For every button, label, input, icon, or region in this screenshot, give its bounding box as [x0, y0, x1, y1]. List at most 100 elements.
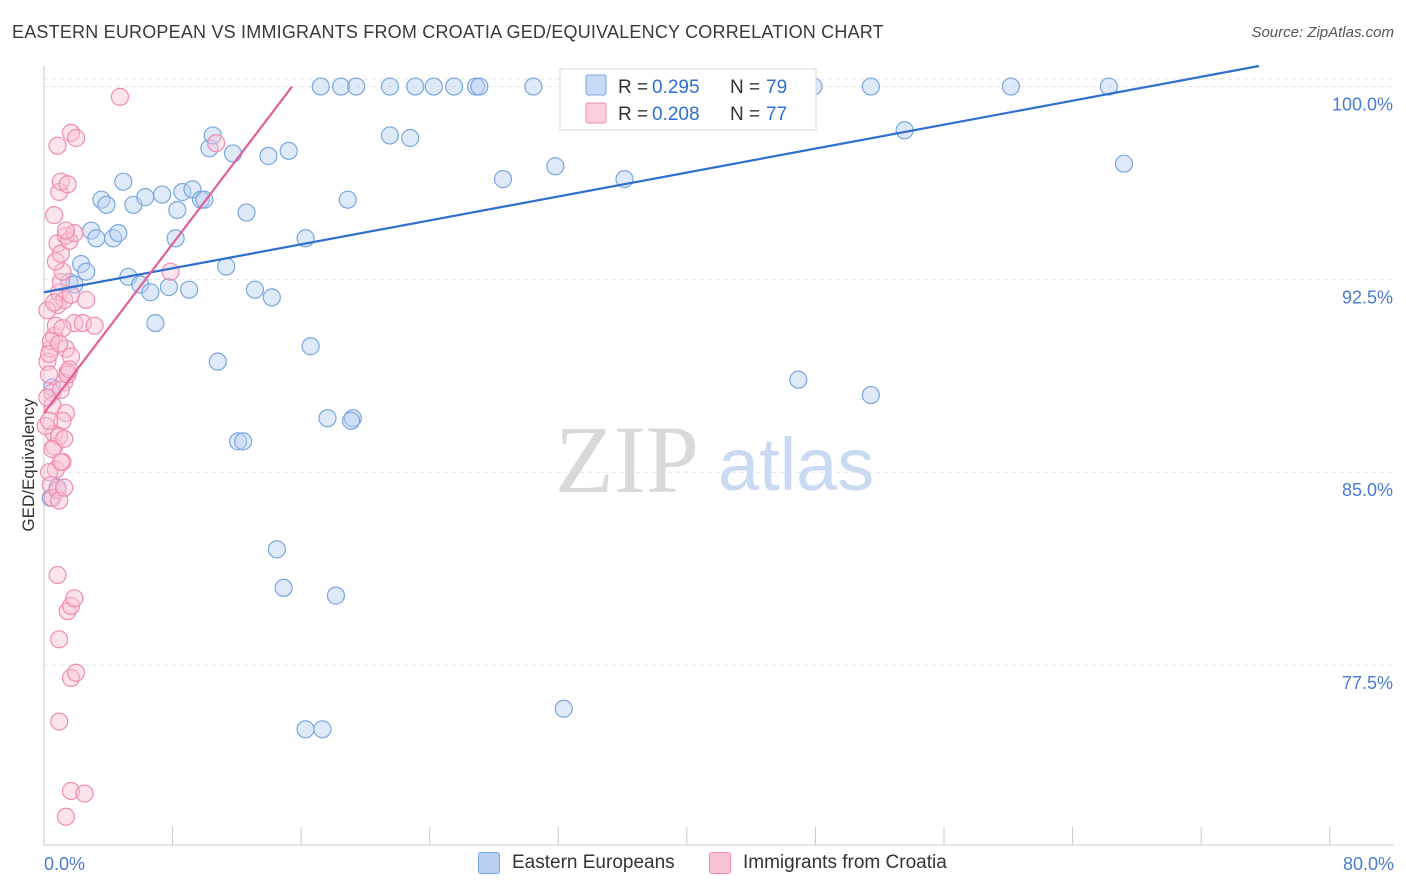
data-point-croatia — [56, 807, 76, 826]
data-point-eastern — [109, 224, 128, 243]
data-point-croatia — [60, 360, 79, 379]
x-tick-label-max: 80.0% — [1343, 854, 1394, 874]
source-label: Source: ZipAtlas.com — [1251, 24, 1394, 41]
chart-title: EASTERN EUROPEAN VS IMMIGRANTS FROM CROA… — [12, 22, 884, 42]
data-point-croatia — [61, 123, 81, 142]
data-point-eastern — [259, 146, 278, 166]
data-point-croatia — [53, 411, 72, 430]
data-point-eastern — [342, 411, 361, 430]
data-point-croatia — [85, 316, 104, 335]
trend-line-croatia — [43, 85, 293, 414]
stats-legend: R = 0.295 N = 79 R = 0.208 N = 77 — [559, 68, 817, 131]
y-axis-label: GED/Equivalency — [19, 398, 38, 532]
data-point-eastern — [861, 385, 880, 405]
legend-r-label: R = — [618, 104, 648, 125]
data-point-eastern — [159, 278, 178, 297]
data-point-croatia — [61, 781, 81, 801]
data-point-eastern — [274, 578, 293, 598]
data-point-eastern — [380, 77, 400, 96]
data-point-croatia — [77, 290, 96, 310]
data-point-eastern — [168, 200, 187, 220]
legend-item-eastern: Eastern Europeans — [478, 852, 675, 874]
data-point-croatia — [43, 439, 62, 459]
data-point-eastern — [401, 128, 420, 148]
y-tick-label: 85.0% — [1342, 480, 1393, 500]
data-point-croatia — [66, 663, 86, 682]
legend-item-croatia: Immigrants from Croatia — [709, 852, 947, 874]
watermark-atlas: atlas — [718, 423, 874, 506]
trend-lines — [43, 64, 1260, 414]
data-point-croatia — [39, 365, 59, 384]
x-tick-label-min: 0.0% — [44, 854, 85, 874]
data-point-croatia — [66, 128, 86, 148]
legend-swatch-croatia — [709, 852, 731, 874]
data-point-eastern — [331, 77, 351, 96]
data-point-eastern — [444, 77, 464, 96]
data-point-croatia — [53, 319, 72, 338]
data-point-eastern — [554, 699, 573, 718]
data-point-eastern — [301, 337, 320, 356]
data-point-croatia — [51, 452, 70, 472]
data-point-eastern — [208, 352, 227, 371]
data-point-eastern — [136, 188, 155, 207]
data-point-croatia — [61, 668, 81, 687]
data-point-croatia — [45, 293, 64, 312]
data-point-croatia — [50, 630, 69, 649]
trend-line-eastern — [43, 64, 1260, 294]
data-point-eastern — [326, 586, 346, 605]
data-point-eastern — [318, 409, 337, 428]
data-point-croatia — [73, 313, 92, 333]
data-point-eastern — [313, 720, 332, 739]
data-point-eastern — [234, 432, 253, 451]
data-point-croatia — [50, 712, 69, 731]
data-point-eastern — [92, 190, 111, 209]
data-point-croatia — [55, 478, 74, 497]
data-point-eastern — [87, 229, 106, 248]
legend-n-label: N = — [730, 104, 760, 125]
data-point-croatia — [48, 136, 67, 155]
data-point-eastern — [153, 185, 172, 204]
data-point-eastern — [228, 432, 248, 451]
data-point-eastern — [237, 203, 256, 222]
data-point-eastern — [104, 229, 123, 248]
data-point-croatia — [75, 784, 94, 803]
data-point-eastern — [347, 77, 366, 96]
legend-label-croatia: Immigrants from Croatia — [743, 852, 947, 873]
data-point-eastern — [262, 288, 281, 307]
data-point-croatia — [38, 388, 57, 407]
data-point-eastern — [406, 77, 425, 96]
data-points — [36, 77, 1134, 826]
data-point-croatia — [65, 589, 84, 608]
data-point-eastern — [470, 77, 489, 96]
data-point-eastern — [217, 257, 236, 276]
legend-r-value: 0.208 — [652, 104, 700, 125]
data-point-eastern — [424, 77, 443, 96]
data-point-eastern — [296, 720, 315, 739]
data-point-eastern — [223, 144, 243, 163]
data-point-eastern — [380, 126, 400, 145]
legend-swatch-eastern — [478, 852, 500, 874]
y-tick-labels: 100.0% 92.5% 85.0% 77.5% — [1332, 95, 1393, 693]
data-point-eastern — [141, 283, 160, 302]
data-point-eastern — [114, 172, 133, 191]
legend-n-value: 79 — [766, 77, 787, 98]
data-point-eastern — [146, 313, 165, 333]
data-point-croatia — [38, 301, 57, 320]
data-point-eastern — [97, 195, 116, 214]
legend-label-eastern: Eastern Europeans — [512, 852, 675, 873]
legend-r-value: 0.295 — [652, 77, 700, 98]
series-legend: Eastern Europeans Immigrants from Croati… — [0, 852, 1406, 878]
data-point-croatia — [39, 411, 59, 430]
data-point-croatia — [110, 87, 130, 106]
data-point-eastern — [546, 157, 565, 176]
legend-n-value: 77 — [766, 104, 787, 125]
data-point-eastern — [180, 280, 199, 299]
data-point-eastern — [77, 262, 96, 281]
data-point-croatia — [36, 416, 55, 436]
data-point-croatia — [161, 262, 180, 281]
data-point-eastern — [279, 141, 298, 160]
y-tick-label: 100.0% — [1332, 95, 1393, 115]
data-point-eastern — [267, 540, 286, 559]
data-point-croatia — [58, 175, 77, 194]
